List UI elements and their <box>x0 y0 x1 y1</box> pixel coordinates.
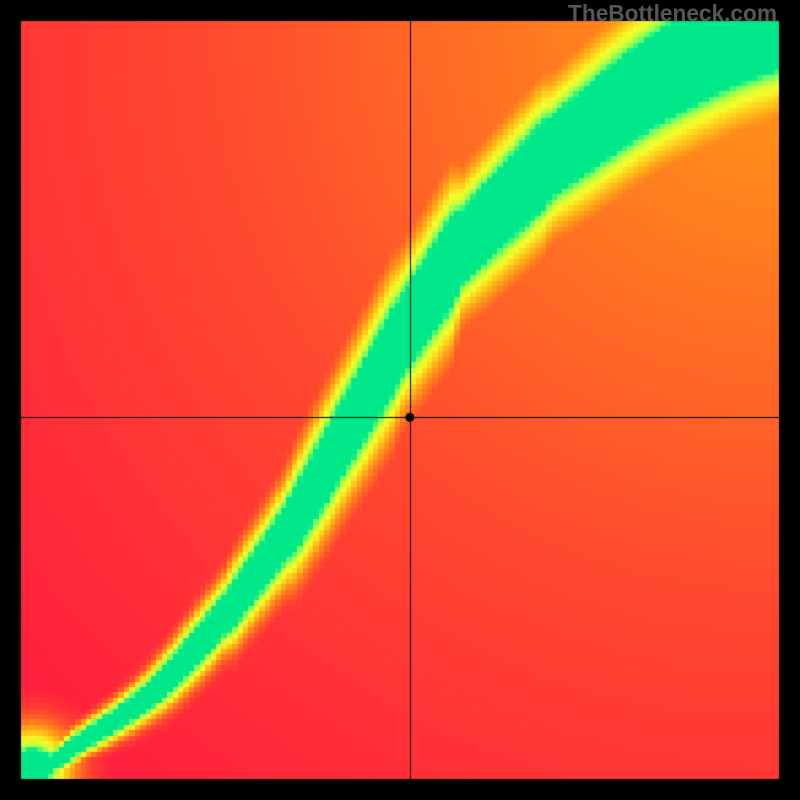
watermark-text: TheBottleneck.com <box>568 0 777 27</box>
bottleneck-heatmap <box>0 0 800 800</box>
chart-container: TheBottleneck.com <box>0 0 800 800</box>
